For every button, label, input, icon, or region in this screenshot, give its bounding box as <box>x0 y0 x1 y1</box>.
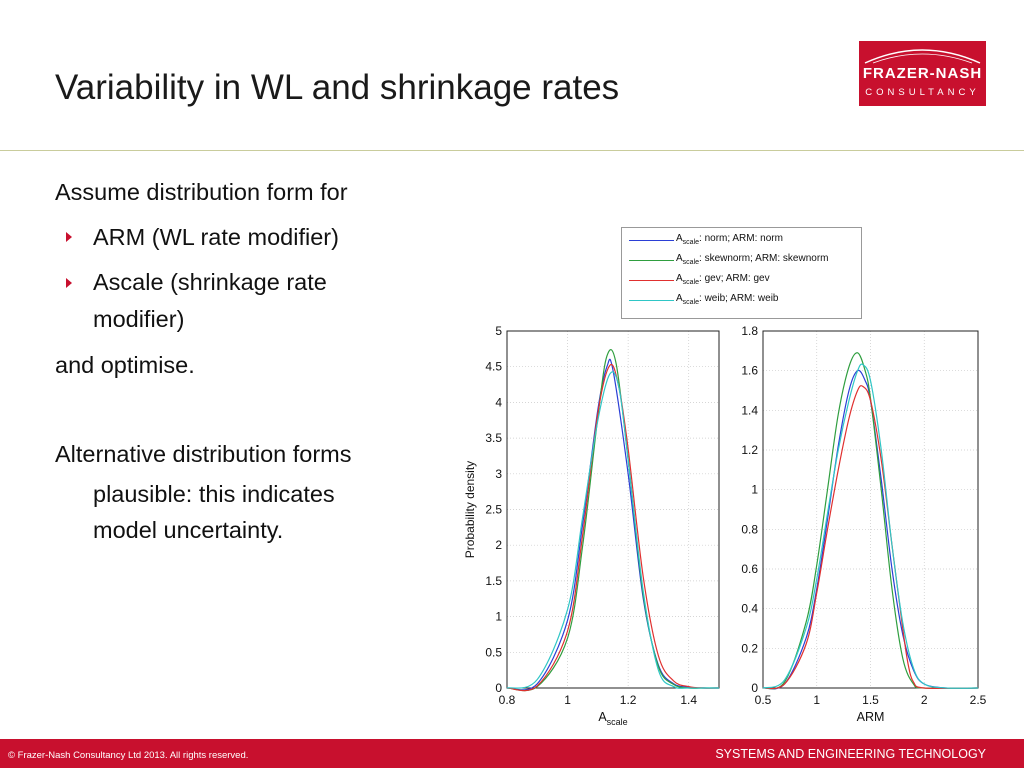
bullet-ascale-line1: Ascale (shrinkage rate <box>93 269 327 295</box>
x-tick-label: 1 <box>813 693 820 707</box>
logo-line-2: CONSULTANCY <box>865 87 980 98</box>
bullet-arrow-icon <box>66 232 72 242</box>
y-tick-label: 0.2 <box>741 641 758 655</box>
y-tick-label: 1 <box>495 610 502 624</box>
y-tick-label: 1.6 <box>741 364 758 378</box>
x-axis-label-sub: scale <box>607 717 628 727</box>
series-line-skewnorm <box>762 352 979 690</box>
y-tick-label: 1.5 <box>485 574 502 588</box>
y-tick-label: 1 <box>751 483 758 497</box>
legend-prefix: A <box>676 293 683 304</box>
series-line-skewnorm <box>506 349 719 692</box>
x-tick-label: 2 <box>921 693 928 707</box>
logo-arc-icon <box>864 49 981 64</box>
x-tick-label: 1.2 <box>620 693 637 707</box>
y-tick-label: 2 <box>495 538 502 552</box>
legend-sub: scale <box>682 299 700 306</box>
legend-swatch <box>629 260 674 262</box>
y-tick-label: 3.5 <box>485 431 502 445</box>
legend-sub: scale <box>682 259 700 266</box>
density-charts: 0.8 1 1.2 1.400.511.522.533.544.55AscalePro… <box>463 324 987 727</box>
legend-label: : gev; ARM: gev <box>699 273 770 284</box>
footer-tagline: SYSTEMS AND ENGINEERING TECHNOLOGY <box>715 747 986 761</box>
plot-frame <box>762 330 979 689</box>
y-tick-label: 2.5 <box>485 503 502 517</box>
x-tick-label: 0.8 <box>499 693 516 707</box>
x-tick-label: 1.4 <box>680 693 697 707</box>
alt-line-3: model uncertainty. <box>93 517 284 543</box>
plot-frame <box>506 330 720 689</box>
legend-sub: scale <box>682 239 700 246</box>
series-line-gev <box>762 385 979 690</box>
legend-swatch <box>629 240 674 242</box>
series-line-weib <box>762 363 979 689</box>
legend-label: : skewnorm; ARM: skewnorm <box>699 253 829 264</box>
copyright-text: © Frazer-Nash Consultancy Ltd 2013. All … <box>8 750 249 761</box>
x-tick-label: 1.5 <box>862 693 879 707</box>
body-intro: Assume distribution form for <box>55 179 348 205</box>
y-tick-label: 4.5 <box>485 360 502 374</box>
logo-line-1: FRAZER-NASH <box>862 65 983 82</box>
frazer-nash-logo: FRAZER-NASH CONSULTANCY <box>859 41 986 106</box>
y-tick-label: 1.2 <box>741 443 758 457</box>
legend-label: : weib; ARM: weib <box>699 293 779 304</box>
bullet-ascale-line2: modifier) <box>93 306 185 332</box>
series-line-norm <box>506 358 720 691</box>
legend-sub: scale <box>682 279 700 286</box>
legend-prefix: A <box>676 273 683 284</box>
legend-prefix: A <box>676 253 683 264</box>
x-tick-label: 2.5 <box>970 693 987 707</box>
legend-label: : norm; ARM: norm <box>699 233 783 244</box>
y-tick-label: 5 <box>495 324 502 338</box>
series-line-gev <box>506 363 720 692</box>
y-tick-label: 0 <box>751 681 758 695</box>
chart-legend: Ascale: norm; ARM: norm Ascale: skewnorm… <box>621 227 862 319</box>
y-tick-label: 0 <box>495 681 502 695</box>
x-axis-label: Ascale <box>598 710 627 727</box>
series-line-weib <box>506 371 719 689</box>
title-divider <box>0 150 1024 151</box>
legend-prefix: A <box>676 233 683 244</box>
alt-line-1: Alternative distribution forms <box>55 441 352 467</box>
x-tick-label: 0.5 <box>755 693 772 707</box>
y-axis-label: Probability density <box>463 461 477 558</box>
y-tick-label: 4 <box>495 395 502 409</box>
y-tick-label: 1.4 <box>741 403 758 417</box>
y-tick-label: 0.4 <box>741 602 758 616</box>
y-tick-label: 0.8 <box>741 522 758 536</box>
alt-line-2: plausible: this indicates <box>93 481 335 507</box>
legend-swatch <box>629 300 674 302</box>
y-tick-label: 1.8 <box>741 324 758 338</box>
y-tick-label: 3 <box>495 467 502 481</box>
footer-bar: © Frazer-Nash Consultancy Ltd 2013. All … <box>0 739 1024 768</box>
bullet-arm: ARM (WL rate modifier) <box>93 224 339 250</box>
legend-swatch <box>629 280 674 282</box>
body-outro: and optimise. <box>55 352 195 378</box>
x-axis-label: ARM <box>857 710 885 724</box>
y-tick-label: 0.6 <box>741 562 758 576</box>
slide-title: Variability in WL and shrinkage rates <box>55 68 620 107</box>
x-tick-label: 1 <box>564 693 571 707</box>
bullet-arrow-icon <box>66 278 72 288</box>
y-tick-label: 0.5 <box>485 645 502 659</box>
